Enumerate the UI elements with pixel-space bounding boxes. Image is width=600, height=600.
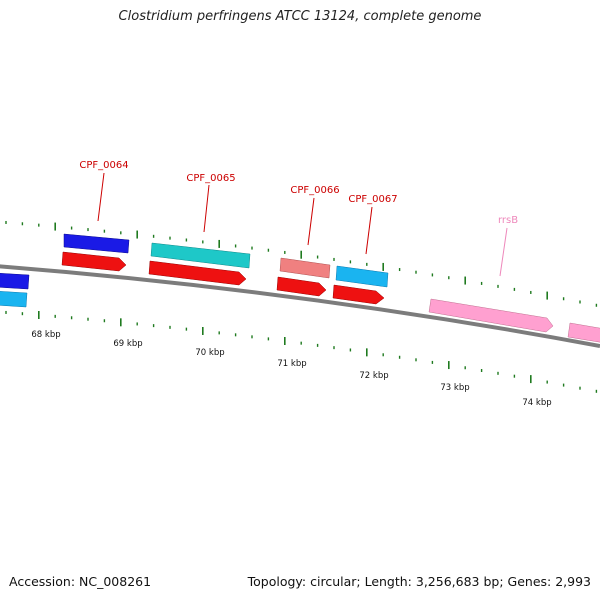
genome-backbone [0,264,600,348]
label-cpf0064: CPF_0064 [79,160,128,171]
scale-label-72kbp: 72 kbp [359,371,388,381]
scale-label-71kbp: 71 kbp [277,359,306,369]
label-rrsb: rrsB [498,215,518,226]
gene-cpf0065-forward[interactable] [150,242,251,269]
genome-summary-text: Topology: circular; Length: 3,256,683 bp… [247,574,591,589]
inner-tick-ring [5,310,598,393]
accession-text: Accession: NC_008261 [9,574,152,589]
label-leaders [97,172,508,277]
gene-cpf0067-forward[interactable] [335,265,389,288]
map-title: Clostridium perfringens ATCC 13124, comp… [118,9,482,24]
scale-label-69kbp: 69 kbp [113,339,142,349]
gene-cpf0065-red[interactable] [148,260,247,286]
gene-cpf0064-forward[interactable] [63,233,130,254]
rrna-rrsb[interactable] [428,298,554,333]
scale-label-68kbp: 68 kbp [31,330,60,340]
gene-left-blue-edge[interactable] [0,273,30,290]
label-cpf0067: CPF_0067 [348,194,397,205]
reverse-strand-features [0,251,600,343]
scale-label-73kbp: 73 kbp [440,383,469,393]
label-cpf0065: CPF_0065 [186,173,235,184]
gene-cpf0066-forward[interactable] [279,257,331,279]
gene-left-skyblue-edge[interactable] [0,291,28,308]
label-cpf0066: CPF_0066 [290,185,339,196]
scale-label-74kbp: 74 kbp [522,398,551,408]
rrna-right-edge[interactable] [567,322,600,343]
forward-strand-features [0,233,389,290]
gene-cpf0064-red[interactable] [61,251,127,272]
gene-cpf0067-red[interactable] [332,284,385,305]
outer-tick-ring [5,220,598,307]
gene-cpf0066-red[interactable] [276,276,327,297]
kbp-scale-labels: 68 kbp 69 kbp 70 kbp 71 kbp 72 kbp 73 kb… [31,330,551,408]
scale-label-70kbp: 70 kbp [195,348,224,358]
gene-labels: CPF_0064 CPF_0065 CPF_0066 CPF_0067 rrsB [79,160,518,226]
